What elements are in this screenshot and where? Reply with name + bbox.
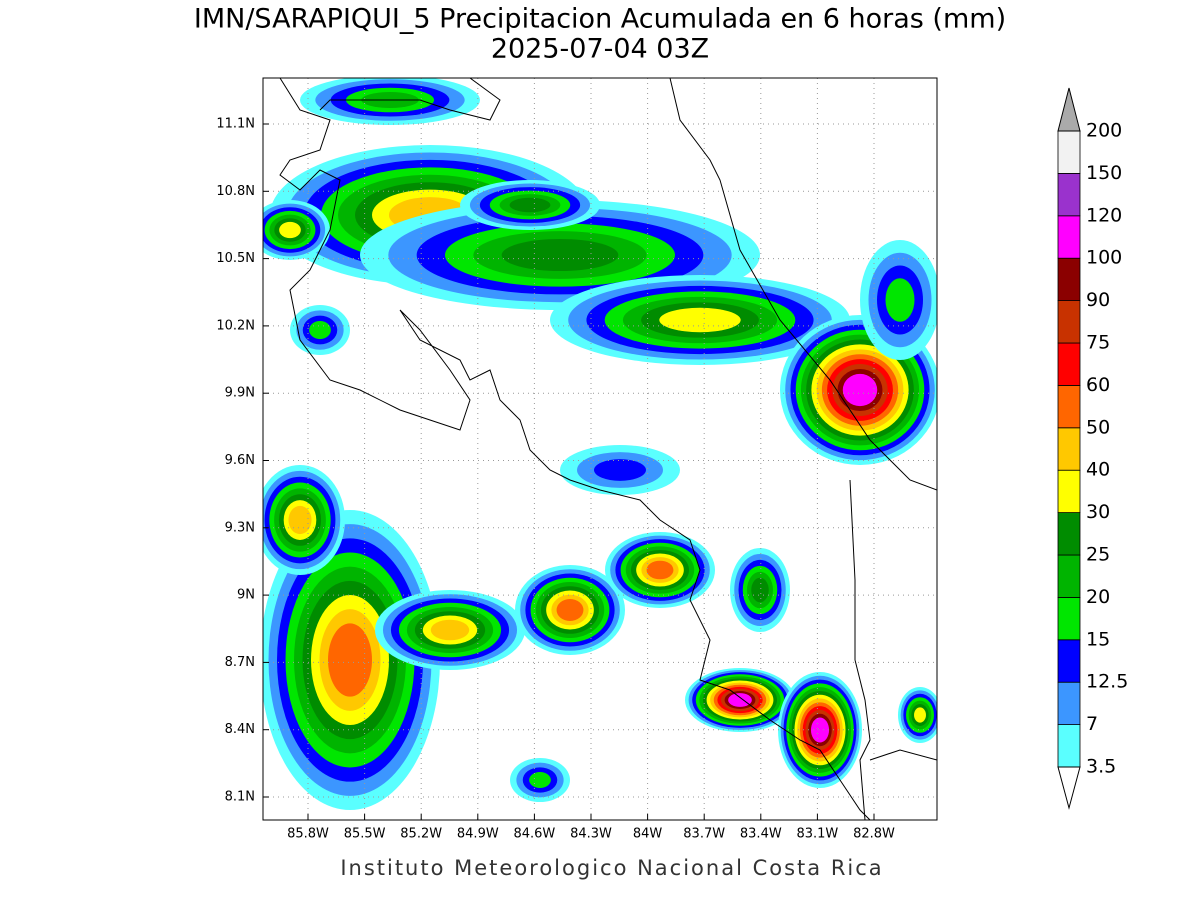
lat-label: 11.1N <box>216 117 255 132</box>
colorbar-label: 100 <box>1086 247 1122 269</box>
lat-label: 8.1N <box>225 790 255 805</box>
lat-label: 9.9N <box>225 386 255 401</box>
colorbar-segment <box>1057 384 1081 429</box>
colorbar-label: 15 <box>1086 628 1110 650</box>
colorbar-segment <box>1057 342 1081 386</box>
precip-contour <box>810 717 830 743</box>
coastlines <box>279 78 937 820</box>
lon-label: 83.4W <box>740 827 782 842</box>
precip-contour <box>885 278 915 322</box>
colorbar-label: 12.5 <box>1086 671 1128 693</box>
colorbar-label: 75 <box>1086 332 1110 354</box>
precip-contour <box>288 505 312 535</box>
colorbar-label: 3.5 <box>1086 756 1116 778</box>
colorbar-segment <box>1057 554 1081 598</box>
lon-label: 85.2W <box>400 827 442 842</box>
lon-label: 85.5W <box>344 827 386 842</box>
lat-label: 9.3N <box>225 520 255 535</box>
lon-label: 84.6W <box>513 827 555 842</box>
precip-contour <box>430 619 470 641</box>
lat-label: 10.2N <box>216 318 255 333</box>
colorbar-label: 60 <box>1086 374 1110 396</box>
colorbar-over <box>1057 87 1081 132</box>
colorbar-segment <box>1057 257 1081 302</box>
colorbar-segment <box>1057 597 1081 641</box>
precip-contour <box>556 599 584 621</box>
subtitle: 2025-07-04 03Z <box>491 34 709 65</box>
lat-label: 10.5N <box>216 251 255 266</box>
lat-label: 9N <box>237 588 255 603</box>
lat-label: 10.8N <box>216 184 255 199</box>
lon-label: 83.7W <box>683 827 725 842</box>
footer: Instituto Meteorologico Nacional Costa R… <box>340 856 883 880</box>
coastline-pacific <box>279 78 871 820</box>
lat-label: 9.6N <box>225 453 255 468</box>
colorbar-segment <box>1057 215 1081 259</box>
title: IMN/SARAPIQUI_5 Precipitacion Acumulada … <box>194 4 1006 35</box>
lat-label: 8.4N <box>225 722 255 737</box>
coastline-caribbean <box>669 78 937 491</box>
lon-label: 82.8W <box>853 827 895 842</box>
colorbar-segment <box>1057 724 1081 768</box>
colorbar-segment <box>1057 172 1081 217</box>
panama-border <box>849 479 871 820</box>
colorbar-segment <box>1057 639 1081 683</box>
lon-label: 84.3W <box>570 827 612 842</box>
lat-label: 8.7N <box>225 655 255 670</box>
precip-contour <box>728 693 752 707</box>
precip-contour <box>501 238 619 272</box>
lon-label: 85.8W <box>287 827 329 842</box>
colorbar-label: 20 <box>1086 586 1110 608</box>
precip-contour <box>646 560 674 580</box>
precip-contour <box>914 707 926 723</box>
colorbar-segment <box>1057 512 1081 556</box>
precip-contour <box>328 623 372 697</box>
colorbar: 3.5 7 12.5 15 20 25 30 40 50 60 75 90 100 120 150 200 <box>1057 87 1128 810</box>
lon-label: 84W <box>633 827 663 842</box>
precip-contour <box>659 307 741 333</box>
colorbar-label: 40 <box>1086 459 1110 481</box>
lon-label: 83.1W <box>796 827 838 842</box>
precip-contour <box>529 772 551 788</box>
precip-contour <box>509 197 551 213</box>
nicaragua-border <box>319 78 501 121</box>
colorbar-segment <box>1057 300 1081 344</box>
plot-frame <box>262 77 938 821</box>
colorbar-label: 30 <box>1086 501 1110 523</box>
precip-contour <box>594 459 646 481</box>
colorbar-segment <box>1057 469 1081 514</box>
colorbar-label: 200 <box>1086 120 1122 142</box>
precip-contour <box>309 320 331 340</box>
coastline-panama <box>869 749 937 761</box>
colorbar-label: 50 <box>1086 416 1110 438</box>
lon-label: 84.9W <box>457 827 499 842</box>
precip-contour <box>279 221 301 239</box>
colorbar-label: 7 <box>1086 713 1098 735</box>
colorbar-label: 90 <box>1086 289 1110 311</box>
colorbar-label: 25 <box>1086 544 1110 566</box>
colorbar-segment <box>1057 681 1081 726</box>
grid: 85.8W 85.5W 85.2W 84.9W 84.6W 84.3W 84W 83.7W 83… <box>216 78 937 842</box>
colorbar-label: 150 <box>1086 162 1122 184</box>
colorbar-segment <box>1057 427 1081 471</box>
colorbar-under <box>1057 766 1081 810</box>
colorbar-segment <box>1057 130 1081 174</box>
precip-contour <box>842 373 878 407</box>
precip-contour <box>751 577 769 603</box>
colorbar-label: 120 <box>1086 204 1122 226</box>
